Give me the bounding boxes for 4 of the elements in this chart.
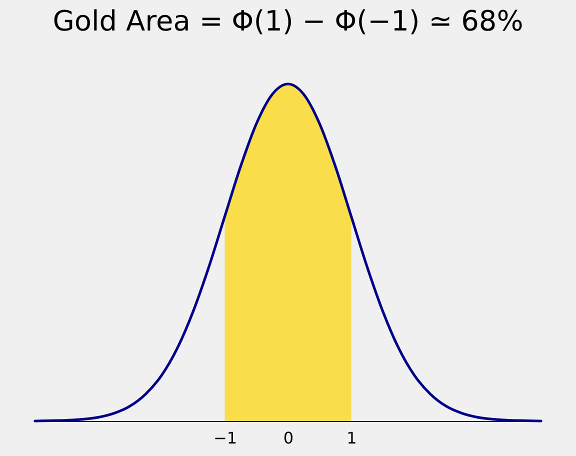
x-tick-label: 0 [283, 428, 294, 448]
chart-title: Gold Area = Φ(1) − Φ(−1) ≃ 68% [52, 4, 524, 38]
x-tick-label: −1 [213, 428, 238, 448]
x-tick-label: 1 [346, 428, 357, 448]
